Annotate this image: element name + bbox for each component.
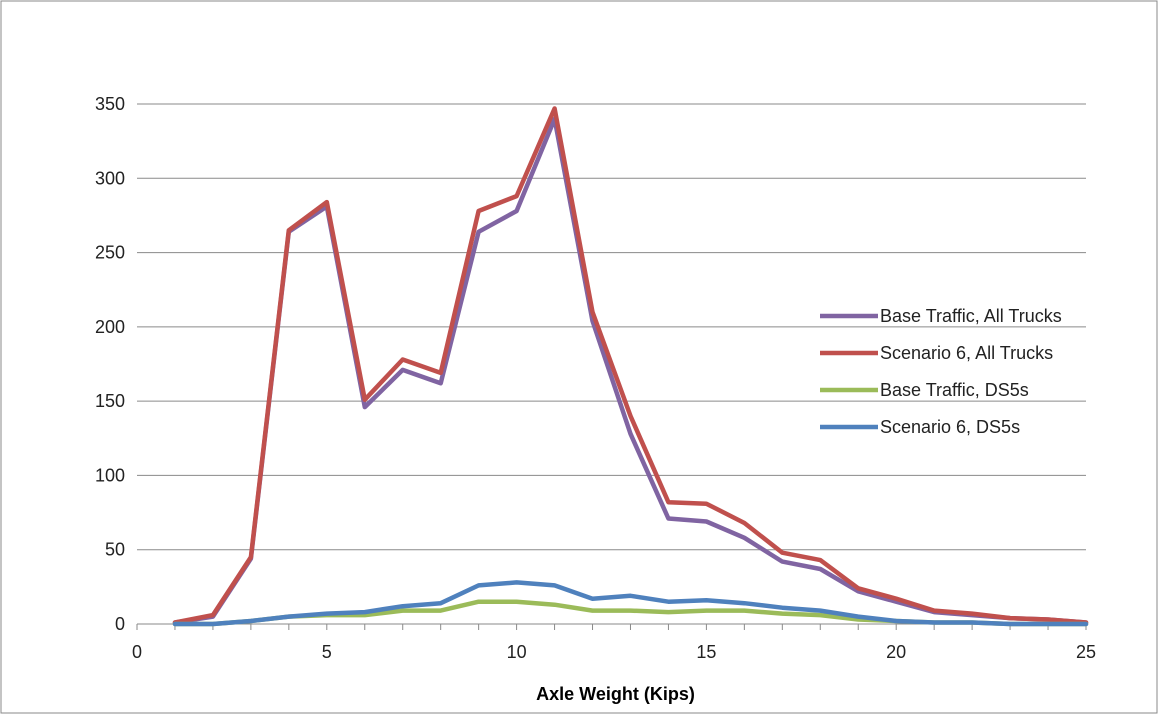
- legend-label-3: Base Traffic, DS5s: [880, 380, 1029, 400]
- legend: Base Traffic, All Trucks Scenario 6, All …: [820, 306, 1062, 437]
- y-tick-label-0: 0: [115, 614, 125, 634]
- y-tick-label-300: 300: [95, 168, 125, 188]
- y-tick-label-50: 50: [105, 540, 125, 560]
- series-line-4: [172, 580, 1089, 627]
- y-tick-label-200: 200: [95, 317, 125, 337]
- x-tick-label-10: 10: [507, 642, 527, 662]
- x-tick-label-25: 25: [1076, 642, 1096, 662]
- series-line-2: [172, 106, 1089, 625]
- legend-label-4: Scenario 6, DS5s: [880, 417, 1020, 437]
- axes: 0 50 100 150 200 250 300 350 0 5 10 15 20 25: [95, 94, 1096, 662]
- x-tick-label-20: 20: [886, 642, 906, 662]
- x-tick-label-0: 0: [132, 642, 142, 662]
- x-tick-label-15: 15: [696, 642, 716, 662]
- x-axis-title: Axle Weight (Kips): [536, 684, 695, 704]
- y-tick-label-350: 350: [95, 94, 125, 114]
- y-tick-label-100: 100: [95, 465, 125, 485]
- legend-label-2: Scenario 6, All Trucks: [880, 343, 1053, 363]
- series-lines: [172, 106, 1089, 627]
- x-tick-label-5: 5: [322, 642, 332, 662]
- y-tick-label-150: 150: [95, 391, 125, 411]
- y-tick-label-250: 250: [95, 243, 125, 263]
- legend-label-1: Base Traffic, All Trucks: [880, 306, 1062, 326]
